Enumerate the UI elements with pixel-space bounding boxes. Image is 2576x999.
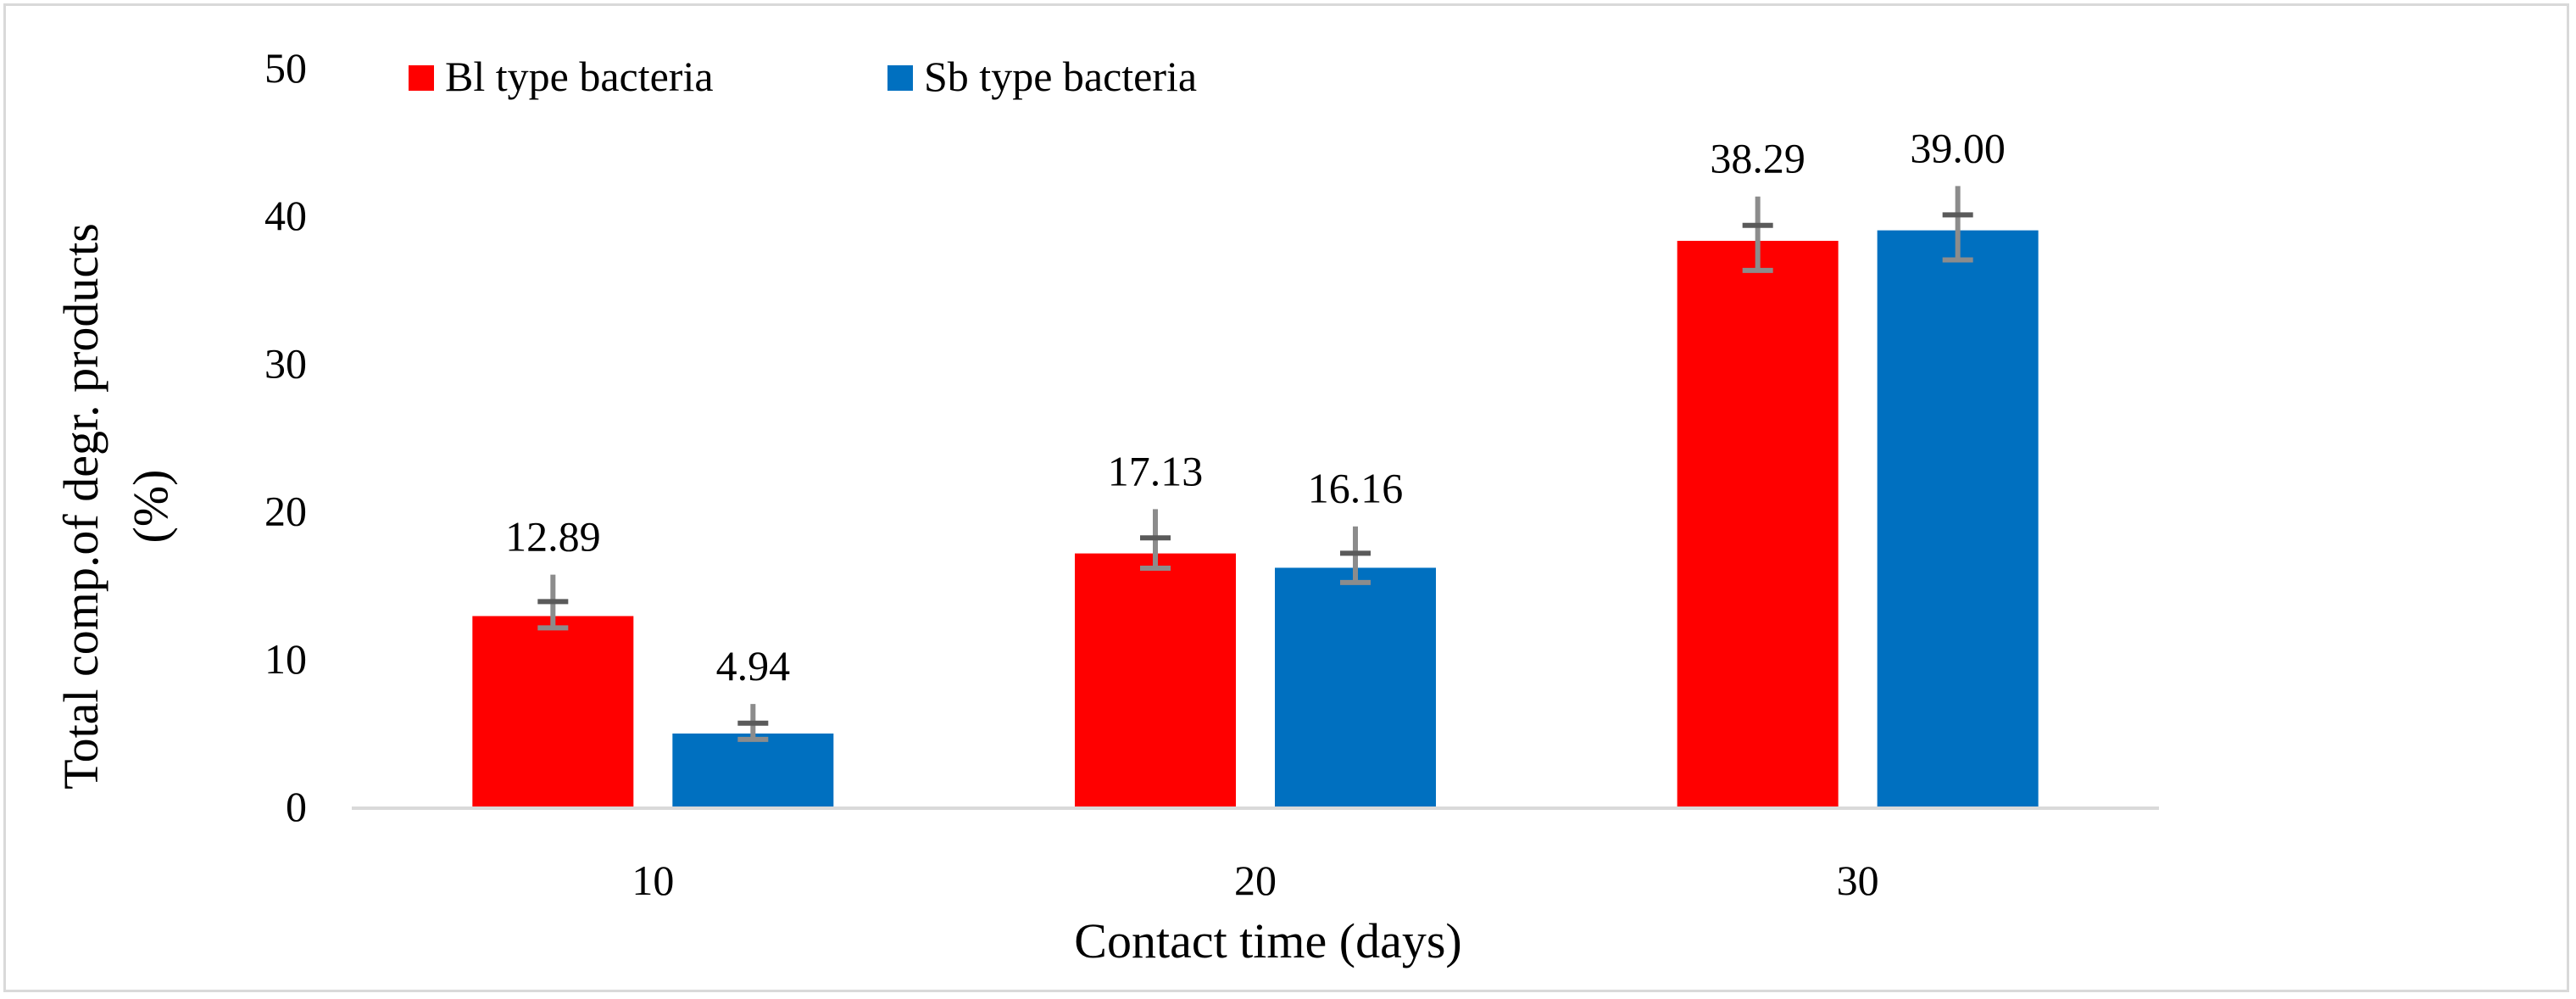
y-axis-title: Total comp.of degr. products (%) (53, 223, 178, 790)
y-tick-label-30: 30 (264, 339, 307, 387)
bar-chart: 0 10 20 30 40 50 12.89 4.94 17.13 16.16 38.29 39.0… (53, 44, 2159, 968)
data-label-bl-30: 38.29 (1710, 135, 1805, 182)
legend-swatch-sb (887, 65, 913, 91)
bars (472, 230, 2039, 807)
x-axis-title: Contact time (days) (1074, 913, 1461, 968)
data-label-sb-30: 39.00 (1910, 124, 2006, 171)
bar-bl-10 (472, 616, 634, 806)
x-axis-ticks: 10 20 30 (631, 857, 1878, 904)
bar-sb-10 (672, 733, 834, 806)
data-label-sb-20: 16.16 (1308, 465, 1404, 512)
x-tick-label-30: 30 (1837, 857, 1879, 904)
data-label-bl-20: 17.13 (1108, 447, 1204, 494)
bar-sb-30 (1877, 230, 2039, 806)
bar-sb-20 (1275, 567, 1436, 806)
error-bar-sb-20 (1340, 526, 1371, 585)
data-label-sb-10: 4.94 (716, 642, 791, 689)
y-tick-label-20: 20 (264, 488, 307, 535)
error-bar-bl-10 (537, 574, 569, 631)
y-tick-label-10: 10 (264, 635, 307, 683)
error-bar-sb-30 (1942, 186, 1973, 263)
x-tick-label-10: 10 (631, 857, 674, 904)
y-axis-title-line-1: Total comp.of degr. products (53, 223, 108, 790)
error-bar-bl-30 (1742, 196, 1773, 273)
error-bar-bl-20 (1140, 509, 1171, 572)
bar-bl-30 (1677, 240, 1839, 807)
legend-label-bl: Bl type bacteria (445, 53, 714, 100)
y-tick-label-50: 50 (264, 44, 307, 92)
y-tick-label-40: 40 (264, 192, 307, 239)
error-bar-sb-10 (737, 704, 769, 742)
legend: Bl type bacteria Sb type bacteria (409, 53, 1197, 100)
chart-frame: 0 10 20 30 40 50 12.89 4.94 17.13 16.16 38.29 39.0… (3, 3, 2569, 992)
error-bars (537, 186, 1973, 742)
y-axis-title-line-2: (%) (123, 470, 178, 544)
legend-item-sb: Sb type bacteria (887, 53, 1197, 100)
data-labels: 12.89 4.94 17.13 16.16 38.29 39.00 (505, 124, 2006, 689)
legend-label-sb: Sb type bacteria (924, 53, 1197, 100)
data-label-bl-10: 12.89 (505, 513, 601, 561)
legend-swatch-bl (409, 65, 434, 91)
y-tick-label-0: 0 (286, 783, 307, 830)
x-tick-label-20: 20 (1234, 857, 1277, 904)
legend-item-bl: Bl type bacteria (409, 53, 714, 100)
bar-bl-20 (1075, 553, 1236, 806)
y-axis-ticks: 0 10 20 30 40 50 (264, 44, 307, 830)
